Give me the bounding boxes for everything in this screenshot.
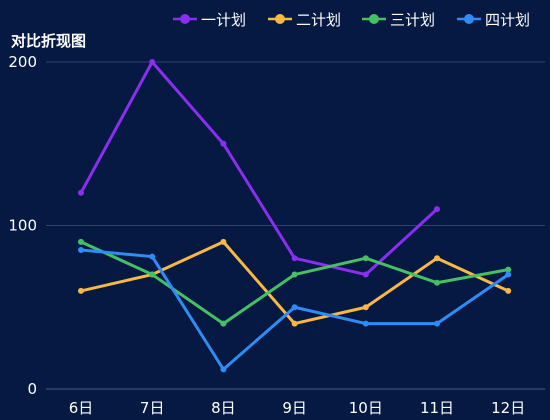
- x-tick-label: 12日: [491, 399, 525, 417]
- data-point[interactable]: [78, 189, 84, 196]
- grid-lines: [46, 61, 545, 390]
- data-point[interactable]: [149, 271, 156, 278]
- x-tick-label: 6日: [69, 399, 94, 417]
- series-1: [78, 59, 440, 278]
- data-point[interactable]: [434, 279, 440, 286]
- series-4: [78, 247, 512, 373]
- data-point[interactable]: [505, 266, 512, 273]
- chart-title: 对比折现图: [11, 32, 86, 50]
- data-point[interactable]: [291, 320, 298, 327]
- legend[interactable]: 一计划 二计划 三计划 四计划: [173, 11, 530, 29]
- data-point[interactable]: [78, 287, 84, 294]
- y-tick-label: 100: [8, 217, 37, 235]
- legend-label: 二计划: [296, 11, 341, 29]
- data-point[interactable]: [434, 255, 440, 262]
- data-point[interactable]: [220, 320, 227, 327]
- x-tick-label: 11日: [420, 399, 454, 417]
- series-line: [80, 240, 509, 326]
- data-point[interactable]: [505, 271, 512, 278]
- data-point[interactable]: [220, 140, 227, 147]
- data-point[interactable]: [362, 320, 369, 327]
- legend-item[interactable]: 二计划: [268, 11, 341, 29]
- series-3: [78, 238, 512, 327]
- data-point[interactable]: [362, 271, 369, 278]
- data-point[interactable]: [362, 304, 369, 311]
- x-axis: 6日 7日 8日 9日 10日 11日 12日: [69, 399, 526, 417]
- data-point[interactable]: [291, 304, 298, 311]
- legend-marker-icon: [464, 14, 474, 24]
- y-tick-label: 0: [27, 380, 37, 398]
- x-tick-label: 9日: [282, 399, 307, 417]
- data-point[interactable]: [220, 366, 227, 373]
- x-tick-label: 7日: [140, 399, 165, 417]
- legend-marker-icon: [369, 14, 379, 24]
- series-line: [79, 60, 439, 277]
- data-point[interactable]: [149, 253, 156, 260]
- legend-item[interactable]: 一计划: [173, 11, 246, 29]
- data-point[interactable]: [220, 238, 227, 245]
- data-point[interactable]: [505, 287, 512, 294]
- data-point[interactable]: [78, 247, 84, 254]
- data-point[interactable]: [78, 238, 84, 245]
- legend-marker-icon: [180, 14, 190, 24]
- legend-marker-icon: [275, 14, 285, 24]
- data-point[interactable]: [434, 320, 440, 327]
- series-lines: [78, 59, 512, 373]
- y-axis: 0 100 200: [8, 53, 37, 398]
- legend-label: 一计划: [201, 11, 246, 29]
- legend-item[interactable]: 四计划: [457, 11, 530, 29]
- data-point[interactable]: [291, 255, 298, 262]
- legend-label: 三计划: [390, 11, 435, 29]
- legend-label: 四计划: [485, 11, 530, 29]
- legend-item[interactable]: 三计划: [362, 11, 435, 29]
- series-2: [78, 238, 512, 327]
- data-point[interactable]: [362, 255, 369, 262]
- y-tick-label: 200: [8, 53, 37, 71]
- x-tick-label: 10日: [349, 399, 383, 417]
- x-tick-label: 8日: [211, 399, 236, 417]
- data-point[interactable]: [291, 271, 298, 278]
- data-point[interactable]: [149, 59, 156, 65]
- data-point[interactable]: [434, 206, 440, 213]
